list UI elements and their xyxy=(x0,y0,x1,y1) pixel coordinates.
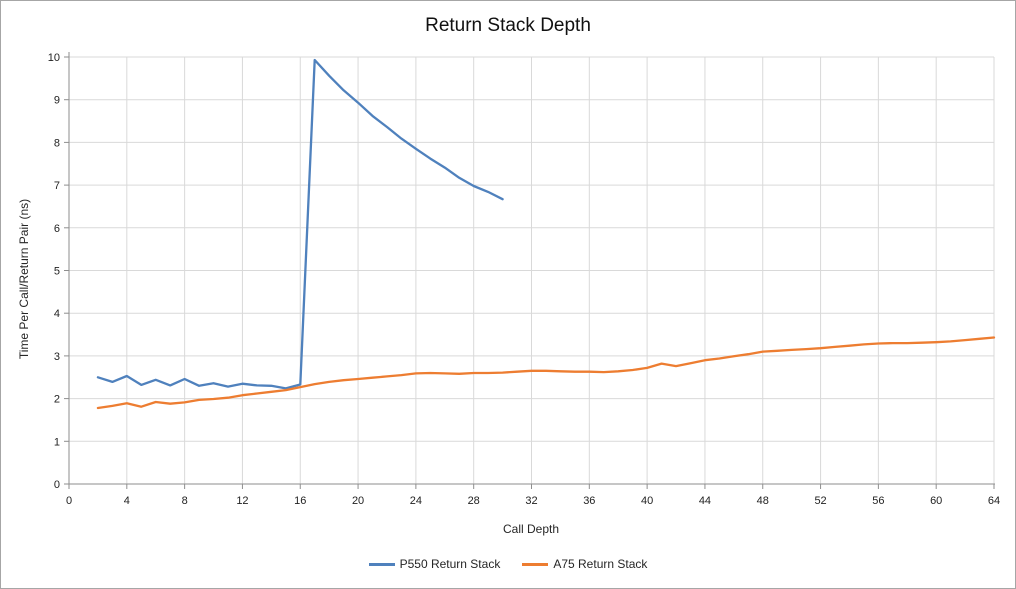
y-tick-label: 7 xyxy=(54,180,60,192)
y-tick-label: 3 xyxy=(54,351,60,363)
legend-item-a75-return-stack: A75 Return Stack xyxy=(522,557,647,571)
legend-item-p550-return-stack: P550 Return Stack xyxy=(368,557,501,571)
x-tick-label: 0 xyxy=(66,495,72,507)
x-tick-label: 52 xyxy=(814,495,826,507)
x-tick-label: 4 xyxy=(124,495,130,507)
y-tick-label: 6 xyxy=(54,223,60,235)
legend: P550 Return Stack A75 Return Stack xyxy=(1,556,1015,572)
x-tick-label: 44 xyxy=(699,495,711,507)
x-tick-label: 20 xyxy=(352,495,364,507)
y-tick-label: 10 xyxy=(48,52,60,64)
legend-label: A75 Return Stack xyxy=(553,557,648,571)
x-tick-label: 12 xyxy=(236,495,248,507)
x-tick-label: 36 xyxy=(583,495,595,507)
x-tick-label: 32 xyxy=(525,495,537,507)
chart-title: Return Stack Depth xyxy=(425,15,591,36)
y-tick-label: 1 xyxy=(54,436,60,448)
legend-line-swatch xyxy=(368,562,395,566)
x-tick-label: 24 xyxy=(410,495,422,507)
y-tick-label: 2 xyxy=(54,394,60,406)
x-tick-label: 40 xyxy=(641,495,653,507)
x-tick-label: 56 xyxy=(872,495,884,507)
legend-line-swatch xyxy=(522,562,549,566)
y-tick-label: 0 xyxy=(54,479,60,491)
y-tick-label: 4 xyxy=(54,308,60,320)
x-tick-label: 60 xyxy=(930,495,942,507)
series-lines xyxy=(96,58,996,410)
x-tick-label: 16 xyxy=(294,495,306,507)
x-tick-label: 8 xyxy=(182,495,188,507)
y-tick-label: 8 xyxy=(54,137,60,149)
series-line-a75-return-stack xyxy=(96,336,996,410)
y-tick-label: 9 xyxy=(54,95,60,107)
x-axis-title: Call Depth xyxy=(503,522,559,536)
gridlines xyxy=(69,56,995,484)
series-line-p550-return-stack xyxy=(96,58,504,390)
x-tick-label: 28 xyxy=(468,495,480,507)
y-tick-label: 5 xyxy=(54,266,60,278)
y-axis-title: Time Per Call/Return Pair (ns) xyxy=(17,199,31,359)
axes xyxy=(64,52,995,489)
legend-label: P550 Return Stack xyxy=(399,557,501,571)
x-tick-label: 64 xyxy=(988,495,1000,507)
x-tick-label: 48 xyxy=(757,495,769,507)
